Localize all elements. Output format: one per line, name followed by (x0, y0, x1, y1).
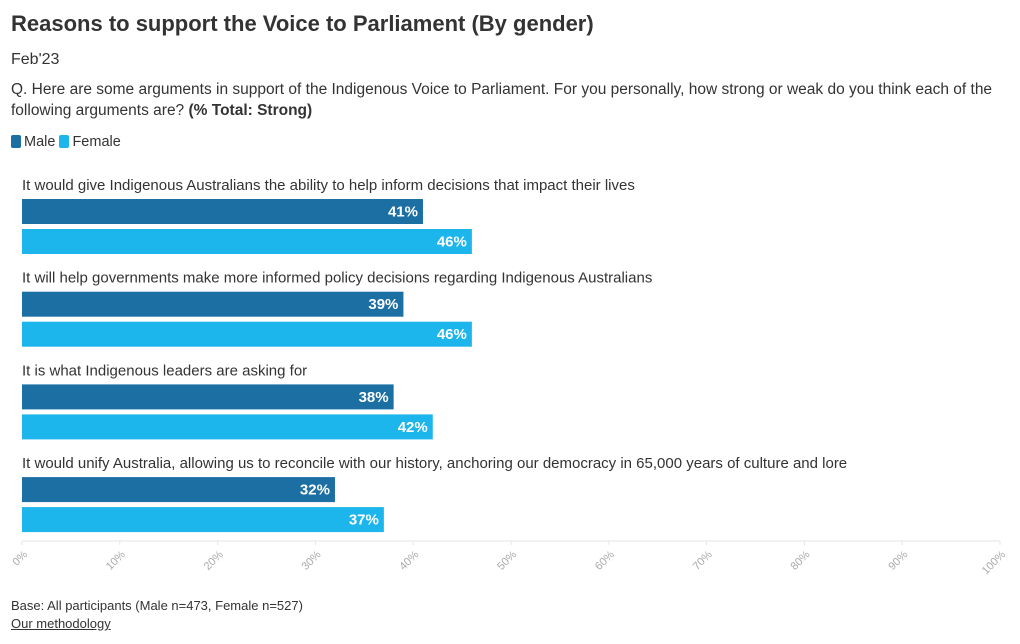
bar (22, 291, 404, 317)
value-label: 32% (300, 482, 330, 499)
value-label: 37% (349, 512, 379, 529)
legend-label: Male (24, 134, 56, 150)
x-tick-label: 80% (789, 549, 813, 573)
chart-subtitle: Feb'23 (11, 51, 60, 68)
value-label: 42% (398, 419, 428, 436)
bar (22, 384, 394, 410)
x-tick-label: 60% (593, 549, 617, 573)
x-tick-label: 10% (104, 549, 128, 573)
x-tick-label: 70% (691, 549, 715, 573)
category-label: It is what Indigenous leaders are asking… (22, 362, 307, 379)
x-tick-label: 50% (495, 549, 519, 573)
legend-item: Female (59, 134, 121, 150)
bar (22, 199, 423, 224)
value-label: 41% (388, 203, 418, 220)
x-tick-label: 40% (397, 549, 421, 573)
bar (22, 229, 472, 254)
x-tick-label: 30% (300, 549, 324, 573)
value-label: 39% (368, 296, 398, 313)
bar (22, 321, 472, 347)
question-text: Q. Here are some arguments in support of… (11, 81, 993, 119)
question: Q. Here are some arguments in support of… (11, 79, 1006, 121)
legend-swatch (59, 135, 70, 148)
legend-swatch (11, 135, 21, 148)
x-tick-label: 90% (886, 549, 910, 573)
value-label: 38% (359, 389, 389, 406)
category-label: It would give Indigenous Australians the… (22, 177, 635, 194)
x-tick-label: 100% (980, 549, 1009, 578)
category-label: It would unify Australia, allowing us to… (22, 455, 847, 472)
bar (22, 414, 433, 440)
legend: Male Female (11, 134, 121, 150)
methodology-link[interactable]: Our methodology (11, 616, 111, 631)
bar (22, 477, 335, 503)
x-tick-label: 20% (202, 549, 226, 573)
value-label: 46% (437, 326, 467, 343)
value-label: 46% (437, 233, 467, 250)
question-emphasis: (% Total: Strong) (188, 102, 313, 119)
x-tick-label: 0% (10, 549, 30, 569)
chart-title: Reasons to support the Voice to Parliame… (11, 11, 594, 36)
bar (22, 507, 384, 533)
legend-item: Male (11, 134, 55, 150)
legend-label: Female (72, 134, 121, 150)
category-label: It will help governments make more infor… (22, 270, 652, 287)
footnote: Base: All participants (Male n=473, Fema… (11, 598, 303, 613)
